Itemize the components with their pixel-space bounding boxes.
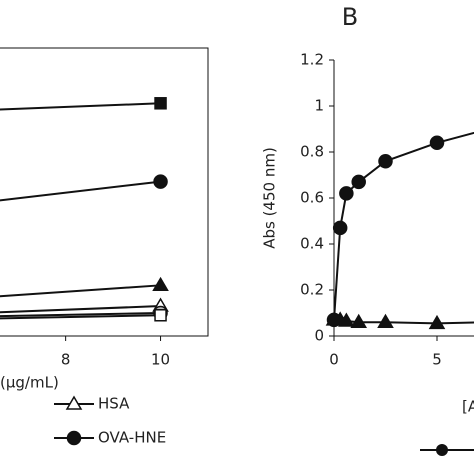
legend-label: HSA — [98, 395, 130, 413]
marker — [350, 313, 368, 328]
y-tick-label: 0.6 — [300, 189, 324, 207]
marker — [154, 97, 167, 110]
series-line — [0, 314, 161, 320]
series-line — [0, 305, 161, 314]
marker — [153, 174, 168, 189]
marker — [154, 309, 167, 322]
series-line — [0, 180, 161, 202]
y-tick-label: 1 — [314, 97, 324, 115]
marker — [378, 153, 393, 169]
series-line — [333, 131, 474, 320]
marker — [65, 395, 83, 410]
y-tick-label: 1.2 — [300, 51, 324, 69]
series-line — [0, 284, 161, 298]
marker — [332, 220, 348, 236]
marker — [339, 186, 354, 201]
plot-frame — [0, 47, 209, 337]
marker — [351, 174, 366, 190]
marker — [429, 135, 445, 151]
y-axis-label: Abs (450 nm) — [261, 147, 279, 249]
y-tick-label: 0.2 — [300, 281, 324, 299]
x-axis-label: [A — [462, 398, 474, 416]
y-tick-label: 0.8 — [300, 143, 324, 161]
legend-marker — [436, 444, 448, 456]
legend-label: OVA-HNE — [98, 429, 166, 447]
marker — [377, 313, 394, 328]
panel-title: B — [342, 3, 358, 31]
marker — [428, 314, 446, 330]
x-tick-label: 5 — [432, 351, 442, 369]
marker — [152, 276, 169, 292]
x-tick-label: 0 — [329, 351, 339, 369]
y-tick-label: 0 — [314, 327, 324, 345]
marker — [66, 430, 82, 446]
x-axis-label: (μg/mL) — [0, 374, 59, 392]
marker — [338, 312, 355, 327]
series-line — [0, 102, 161, 111]
x-tick-label: 8 — [61, 351, 71, 369]
series-line — [0, 311, 161, 318]
y-tick-label: 0.4 — [300, 235, 324, 253]
x-tick-label: 10 — [151, 351, 170, 369]
